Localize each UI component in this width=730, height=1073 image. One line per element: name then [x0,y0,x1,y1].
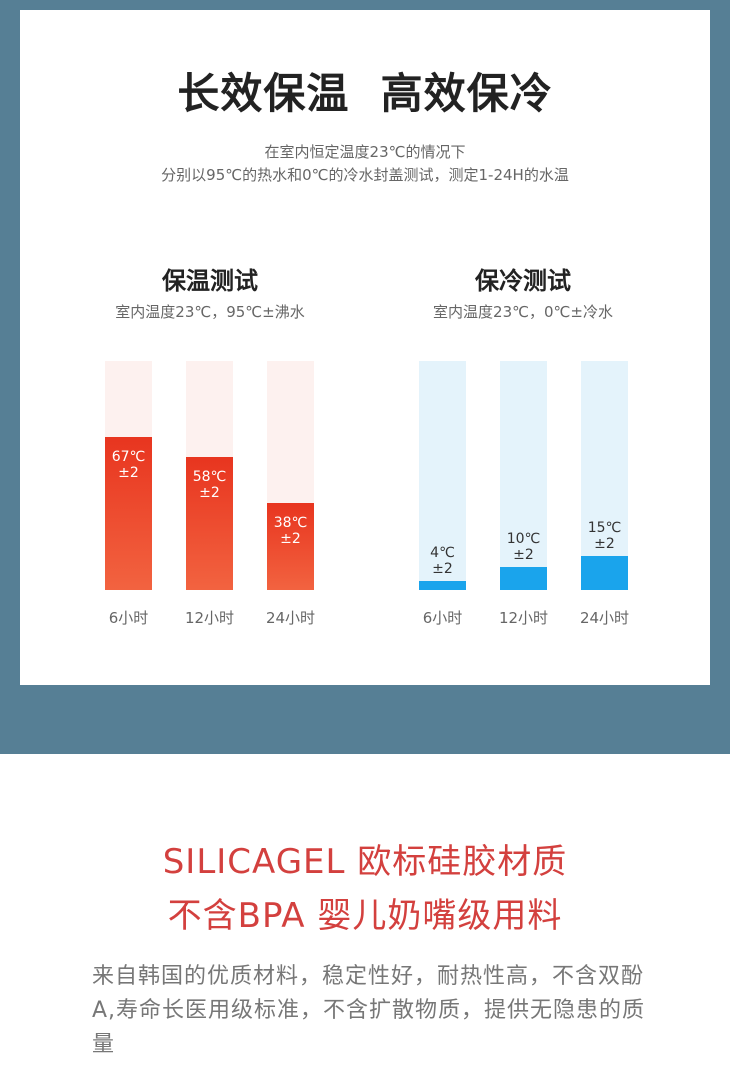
bar-track [419,361,466,590]
cold-test-subtitle: 室内温度23℃，0℃±冷水 [433,303,613,321]
bar-track [581,361,628,590]
x-tick-label: 12小时 [184,609,235,627]
promo-headline-2: 不含BPA 婴儿奶嘴级用料 [167,896,563,936]
promo-headline-1: SILICAGEL 欧标硅胶材质 [162,842,568,882]
bar-value-label: 15℃ ±2 [587,520,622,552]
cold-test-title: 保冷测试 [475,267,571,295]
x-tick-label: 12小时 [498,609,549,627]
x-tick-label: 24小时 [265,609,316,627]
x-tick-label: 6小时 [108,609,149,627]
bar-value-label: 4℃ ±2 [430,545,455,577]
page-title: 长效保温 高效保冷 [177,69,553,118]
heat-test-subtitle: 室内温度23℃，95℃±沸水 [115,303,305,321]
bar [500,567,547,590]
x-tick-label: 6小时 [422,609,463,627]
bar-value-label: 38℃ ±2 [273,515,308,547]
bar-value-label: 58℃ ±2 [192,469,227,501]
heat-test-title: 保温测试 [162,267,258,295]
intro-line-2: 分别以95℃的热水和0℃的冷水封盖测试，测定1-24H的水温 [161,166,569,184]
promo-description: 来自韩国的优质材料，稳定性好，耐热性高，不含双酚A,寿命长医用级标准，不含扩散物… [92,964,646,1057]
bar [419,581,466,590]
bar [105,437,152,590]
bar [581,556,628,590]
x-tick-label: 24小时 [579,609,630,627]
intro-line-1: 在室内恒定温度23℃的情况下 [264,143,466,161]
bar [267,503,314,590]
bar-value-label: 10℃ ±2 [506,531,541,563]
bar-value-label: 67℃ ±2 [111,449,146,481]
bar-track [500,361,547,590]
bar [186,457,233,590]
